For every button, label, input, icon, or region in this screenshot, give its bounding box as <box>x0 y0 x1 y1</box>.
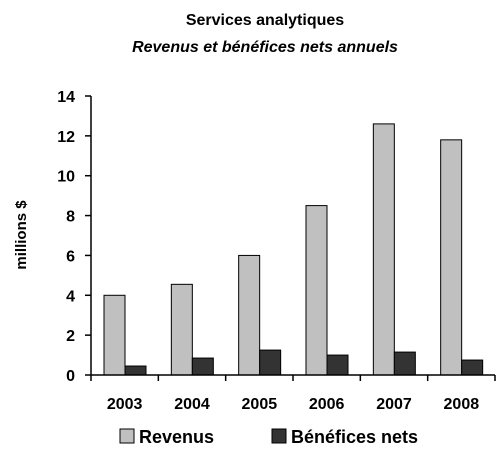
axis-lines <box>90 96 495 376</box>
bar-benefices-nets-2008 <box>461 359 484 376</box>
bar-revenus-2007 <box>372 123 395 376</box>
x-tick-label: 2008 <box>444 396 480 413</box>
bar-revenus-2004 <box>170 283 193 376</box>
x-tick-label: 2005 <box>242 396 278 413</box>
y-tick-label: 10 <box>57 169 75 186</box>
bar-benefices-nets-2005 <box>259 349 282 376</box>
bar-revenus-2005 <box>238 254 261 376</box>
bar-benefices-nets-2006 <box>326 354 349 376</box>
legend-swatch-revenus <box>119 428 135 444</box>
bar-benefices-nets-2004 <box>191 357 214 376</box>
chart-title: Services analytiques <box>186 12 344 29</box>
y-axis: 0 2 4 6 8 10 12 14 <box>57 89 91 385</box>
y-axis-label: millions $ <box>13 200 30 270</box>
x-tick-label: 2004 <box>174 396 210 413</box>
bar-benefices-nets-2003 <box>124 365 147 376</box>
y-tick-label: 4 <box>66 288 75 305</box>
legend: Revenus Bénéfices nets <box>119 427 418 447</box>
y-tick-label: 0 <box>66 368 75 385</box>
bar-revenus-2006 <box>305 205 328 376</box>
y-tick-label: 6 <box>66 248 75 265</box>
bar-revenus-2003 <box>103 294 126 376</box>
bar-revenus-2008 <box>440 139 463 376</box>
x-tick-label: 2006 <box>309 396 345 413</box>
legend-label-benefices-nets: Bénéfices nets <box>291 427 418 447</box>
y-tick-label: 8 <box>66 209 75 226</box>
x-axis: 2003 2004 2005 2006 2007 2008 <box>90 375 496 413</box>
x-tick-label: 2003 <box>107 396 143 413</box>
y-tick-label: 14 <box>57 89 75 106</box>
bars <box>103 123 484 376</box>
legend-swatch-benefices-nets <box>271 428 287 444</box>
legend-label-revenus: Revenus <box>139 427 214 447</box>
y-tick-label: 12 <box>57 129 75 146</box>
bar-benefices-nets-2007 <box>393 351 416 376</box>
x-tick-label: 2007 <box>376 396 412 413</box>
y-tick-label: 2 <box>66 328 75 345</box>
chart-subtitle: Revenus et bénéfices nets annuels <box>132 39 398 56</box>
